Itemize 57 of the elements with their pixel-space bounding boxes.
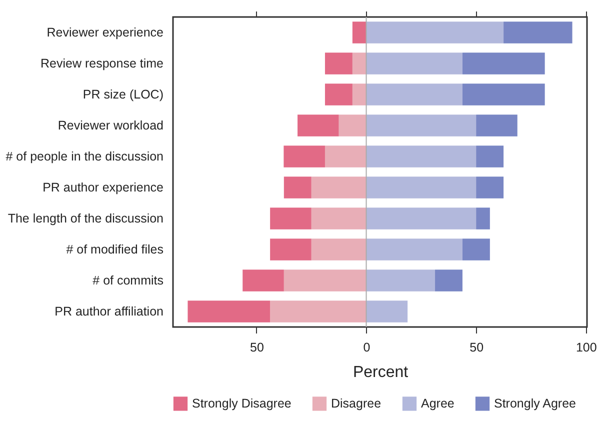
legend-label: Disagree xyxy=(331,396,382,411)
bar xyxy=(311,238,366,260)
bar xyxy=(284,176,312,198)
bar xyxy=(284,146,325,168)
x-axis-title: Percent xyxy=(352,364,409,381)
bar xyxy=(504,22,572,44)
bar xyxy=(366,146,476,168)
bar xyxy=(188,300,270,322)
bar xyxy=(352,84,366,106)
legend-label: Strongly Agree xyxy=(494,396,576,411)
bar xyxy=(366,52,462,74)
bar xyxy=(366,300,408,322)
bar xyxy=(462,52,545,74)
bar xyxy=(338,114,366,136)
y-tick-label: Reviewer workload xyxy=(58,118,164,132)
y-tick-label: PR author experience xyxy=(42,180,164,194)
bar xyxy=(476,146,504,168)
bar xyxy=(476,176,504,198)
bar xyxy=(242,270,284,292)
y-tick-label: Review response time xyxy=(40,56,164,70)
bar xyxy=(366,176,476,198)
bar xyxy=(284,270,366,292)
bar xyxy=(324,84,352,106)
bar xyxy=(311,208,366,230)
x-tick-label: 100 xyxy=(576,340,597,354)
bar xyxy=(270,300,366,322)
bar xyxy=(366,114,476,136)
x-tick-label: 0 xyxy=(363,340,370,354)
x-tick-label: 50 xyxy=(250,340,264,354)
legend-label: Strongly Disagree xyxy=(192,396,292,411)
y-tick-label: The length of the discussion xyxy=(8,212,164,226)
bar xyxy=(366,22,504,44)
bar xyxy=(324,52,352,74)
y-tick-label: Reviewer experience xyxy=(46,26,164,40)
bar xyxy=(476,114,518,136)
bar xyxy=(270,238,312,260)
bar xyxy=(462,84,545,106)
y-tick-label: PR size (LOC) xyxy=(82,88,164,102)
x-tick-label: 50 xyxy=(470,340,484,354)
bar xyxy=(270,208,312,230)
legend-label: Agree xyxy=(421,396,454,411)
bar xyxy=(366,84,462,106)
bar xyxy=(366,238,462,260)
bar xyxy=(352,52,366,74)
y-tick-label: # of people in the discussion xyxy=(6,150,164,164)
bar xyxy=(311,176,366,198)
bar xyxy=(476,208,490,230)
bar xyxy=(462,238,490,260)
bar xyxy=(366,208,476,230)
bar xyxy=(324,146,366,168)
y-tick-label: PR author affiliation xyxy=(54,304,164,318)
bar xyxy=(298,114,339,136)
bar xyxy=(366,270,436,292)
y-tick-label: # of commits xyxy=(92,274,164,288)
y-tick-label: # of modified files xyxy=(66,242,164,256)
bar xyxy=(435,270,462,292)
bar xyxy=(352,22,366,44)
